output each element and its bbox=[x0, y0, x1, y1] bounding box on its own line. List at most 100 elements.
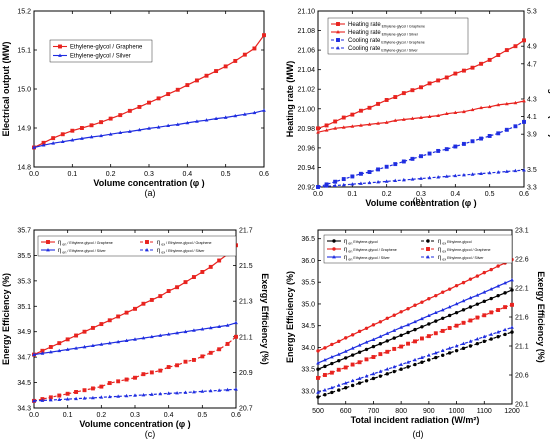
data-point bbox=[410, 156, 415, 161]
data-point bbox=[487, 57, 492, 62]
y-tick-label: 15.1 bbox=[17, 48, 31, 55]
legend-box bbox=[37, 235, 237, 257]
data-point bbox=[141, 392, 146, 397]
x-tick-label: 0.3 bbox=[130, 412, 140, 419]
data-point bbox=[234, 387, 238, 391]
legend-label-main: η bbox=[438, 255, 441, 261]
legend-label-subscript: en bbox=[347, 258, 352, 262]
data-point bbox=[175, 330, 179, 335]
legend-label-main: η bbox=[58, 248, 61, 254]
legend-label-main: η bbox=[344, 247, 347, 253]
data-point bbox=[350, 362, 355, 367]
y2-tick-label: 21.7 bbox=[239, 228, 253, 235]
data-point bbox=[468, 305, 473, 309]
legend-label-subscript: en bbox=[347, 250, 352, 254]
data-point bbox=[482, 299, 486, 304]
legend-box bbox=[49, 39, 153, 63]
data-point bbox=[74, 346, 78, 350]
y-tick-label: 33.5 bbox=[301, 367, 315, 374]
data-point bbox=[322, 373, 327, 377]
data-point bbox=[82, 344, 87, 349]
y-tick-label: 34.3 bbox=[17, 406, 31, 413]
data-point bbox=[371, 344, 376, 349]
data-point bbox=[133, 337, 137, 341]
x-tick-label: 0.0 bbox=[313, 191, 323, 198]
x-tick-label: 900 bbox=[423, 408, 435, 415]
data-point bbox=[214, 116, 218, 120]
data-point bbox=[99, 133, 103, 138]
data-point bbox=[118, 130, 123, 135]
legend-label: η ex Ethylene-glycol bbox=[438, 239, 472, 246]
data-point bbox=[461, 341, 466, 346]
data-point bbox=[364, 357, 369, 362]
legend-label-tail: Ethylene-glycol / Silver bbox=[352, 256, 390, 260]
series-2 bbox=[32, 334, 238, 403]
data-point bbox=[200, 354, 205, 359]
y-tick-label: 20.96 bbox=[297, 145, 315, 152]
data-point bbox=[108, 132, 113, 136]
data-point bbox=[364, 340, 369, 344]
data-point bbox=[401, 177, 406, 182]
x-tick-label: 500 bbox=[312, 408, 324, 415]
data-point bbox=[367, 105, 372, 110]
data-point bbox=[462, 172, 466, 177]
data-point bbox=[470, 139, 475, 144]
data-point bbox=[74, 390, 79, 394]
data-point bbox=[252, 110, 257, 115]
x-tick-label: 0.5 bbox=[221, 171, 231, 178]
data-point bbox=[149, 297, 154, 302]
data-point bbox=[406, 365, 410, 369]
data-point bbox=[419, 176, 423, 180]
data-point bbox=[225, 387, 230, 392]
y-tick-label: 21.04 bbox=[297, 67, 315, 74]
data-point bbox=[191, 357, 196, 362]
x-axis-title: Volume concentration (φ ) bbox=[365, 198, 476, 208]
data-point bbox=[158, 333, 163, 337]
legend-label-subscript: ex bbox=[441, 258, 446, 262]
legend-label-tail: Ethylene-glycol / Silver bbox=[446, 256, 484, 260]
legend-label: Ethylene-glycol / Silver bbox=[70, 54, 131, 60]
data-point bbox=[504, 169, 509, 173]
data-point bbox=[385, 316, 389, 321]
data-point bbox=[357, 350, 362, 354]
data-point bbox=[513, 44, 518, 49]
data-point bbox=[175, 363, 180, 368]
data-point bbox=[503, 332, 507, 337]
data-point bbox=[323, 364, 327, 369]
data-point bbox=[149, 370, 154, 375]
data-point bbox=[127, 129, 132, 133]
legend-label-main: η bbox=[438, 247, 441, 253]
data-point bbox=[51, 141, 56, 145]
data-point bbox=[496, 308, 501, 312]
data-point bbox=[316, 361, 320, 365]
data-point bbox=[133, 375, 137, 380]
data-point bbox=[116, 314, 121, 319]
y2-axis-title: Exergy Efficiency (%) bbox=[260, 273, 270, 365]
legend: Heating rate Ethylene-glycol / GrapheneH… bbox=[327, 17, 469, 55]
data-point bbox=[149, 392, 154, 396]
data-point bbox=[133, 393, 137, 397]
data-point bbox=[40, 351, 45, 355]
data-point bbox=[156, 125, 161, 129]
y2-tick-label: 4.1 bbox=[527, 114, 537, 121]
legend-swatch-marker bbox=[336, 38, 340, 42]
panel-label: (d) bbox=[413, 429, 424, 439]
data-point bbox=[82, 388, 87, 393]
legend-label: η ex / Ethylene-glycol / Silver bbox=[157, 248, 205, 255]
data-point bbox=[399, 367, 403, 371]
legend-label-main: Ethylene-glycol / Silver bbox=[70, 54, 131, 60]
data-point bbox=[74, 396, 78, 401]
data-point bbox=[337, 388, 341, 392]
y-tick-label: 35.3 bbox=[17, 278, 31, 285]
y-tick-label: 14.8 bbox=[17, 165, 31, 172]
data-point bbox=[433, 310, 438, 315]
data-point bbox=[399, 362, 404, 366]
legend-box bbox=[327, 17, 469, 55]
legend-label-subscript: Ethylene-glycol / Silver bbox=[380, 49, 418, 53]
panel-label: (b) bbox=[413, 196, 424, 206]
data-point bbox=[364, 374, 369, 378]
data-point bbox=[225, 323, 230, 327]
x-tick-label: 0.6 bbox=[231, 412, 241, 419]
data-point bbox=[359, 181, 363, 185]
data-point bbox=[330, 361, 334, 366]
